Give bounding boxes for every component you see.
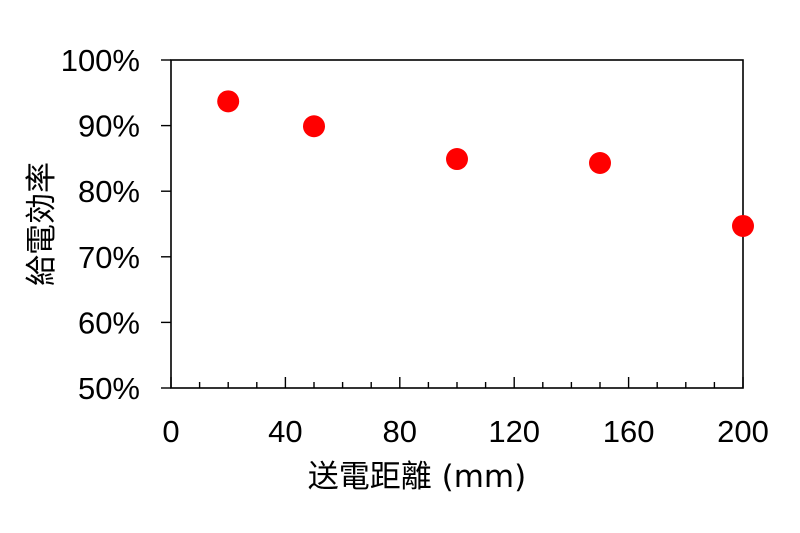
y-tick-label: 50% [78,371,140,406]
x-tick-label: 40 [268,414,302,449]
plot-frame [170,59,744,389]
y-tick-label: 90% [78,109,140,144]
data-point [217,90,240,113]
x-axis-title: 送電距離 (mm) [308,459,526,495]
x-axis-tick-labels: 0 40 80 120 160 200 [162,414,768,449]
x-tick-label: 200 [717,414,769,449]
y-tick-label: 70% [78,240,140,275]
x-tick-label: 80 [383,414,417,449]
x-tick-label: 160 [603,414,655,449]
y-axis-title: 給電効率 [24,162,60,286]
data-points [217,90,754,237]
x-axis-ticks [170,377,744,388]
y-axis-ticks [161,59,171,389]
data-point [303,115,325,138]
x-tick-label: 120 [488,414,540,449]
y-axis-tick-labels: 50% 60% 70% 80% 90% 100% [61,43,140,406]
y-tick-label: 100% [61,43,140,78]
data-point [446,148,468,171]
y-tick-label: 60% [78,305,140,340]
x-tick-label: 0 [162,414,179,449]
y-tick-label: 80% [78,174,140,209]
data-point [732,214,754,237]
data-point [589,151,611,174]
